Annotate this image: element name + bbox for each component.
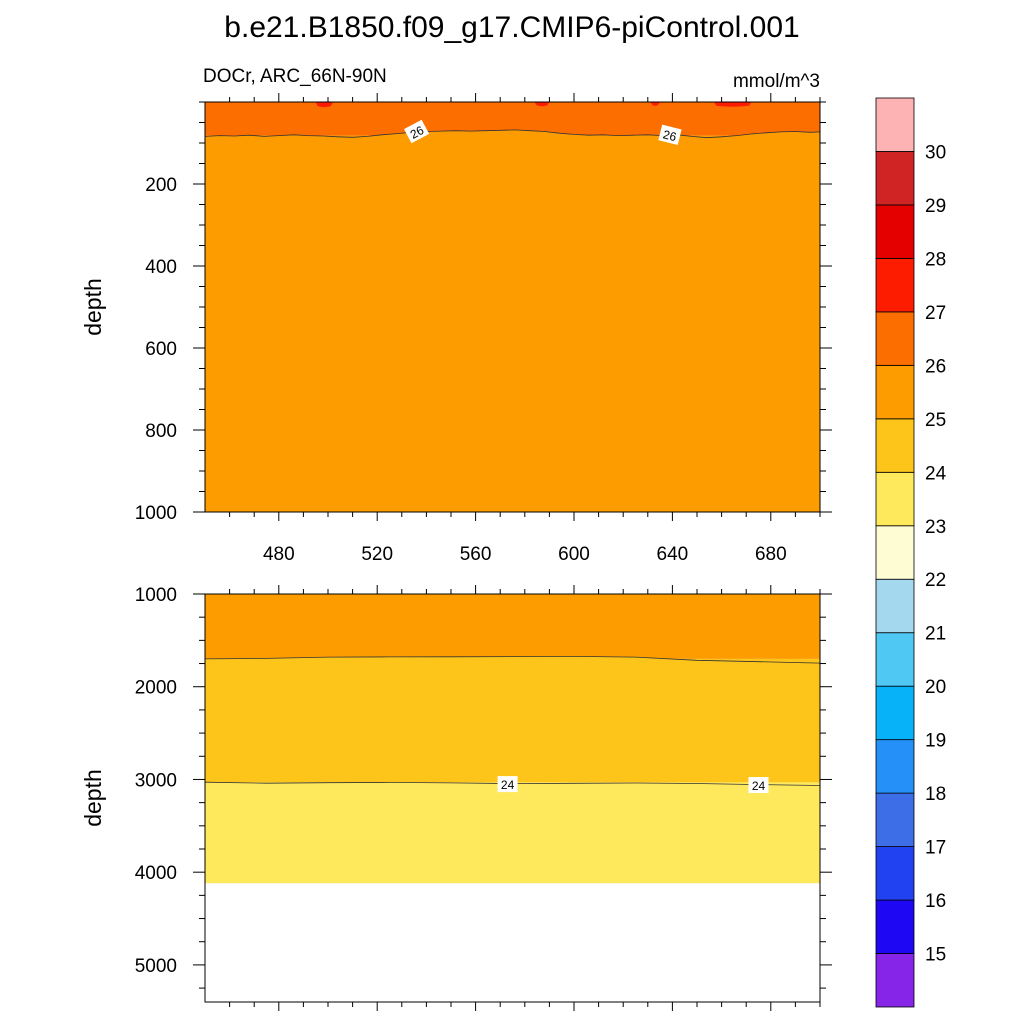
contour-label-text: 24 bbox=[501, 778, 515, 792]
y-tick-label: 3000 bbox=[135, 770, 177, 791]
contour-label-text: 24 bbox=[752, 779, 766, 793]
x-axis-ticks bbox=[229, 585, 821, 1011]
colorbar-swatch bbox=[875, 899, 915, 954]
missing-data-region bbox=[205, 883, 820, 1002]
colorbar-label: 20 bbox=[925, 677, 946, 698]
plot-frame bbox=[204, 593, 821, 1003]
colorbar-swatch bbox=[875, 846, 915, 901]
plot-area bbox=[205, 594, 820, 1002]
contour-line-25 bbox=[205, 656, 820, 664]
colorbar-label: 23 bbox=[925, 517, 946, 538]
y-tick-label: 1000 bbox=[135, 585, 177, 606]
x-axis-ticks: 480 520 560 600 640 680 bbox=[229, 93, 821, 565]
high-value-patch bbox=[315, 102, 333, 108]
high-value-patch bbox=[714, 102, 752, 107]
contour-label-box bbox=[403, 119, 430, 144]
colorbar-swatch bbox=[875, 739, 915, 794]
colorbar-label: 22 bbox=[925, 570, 946, 591]
colorbar-label: 16 bbox=[925, 891, 946, 912]
contour-label-box bbox=[748, 777, 769, 794]
y-axis-label: depth bbox=[80, 278, 106, 336]
colorbar-swatch bbox=[875, 204, 915, 259]
x-tick-label: 520 bbox=[361, 544, 393, 565]
lower-panel: 24 24 1000 2000 3000 4000 5000 depth bbox=[80, 585, 832, 1011]
colorbar-swatch bbox=[875, 97, 915, 152]
contour-label-text: 26 bbox=[662, 127, 679, 144]
plot-area bbox=[205, 102, 820, 512]
x-tick-label: 600 bbox=[558, 544, 590, 565]
colorbar-label: 15 bbox=[925, 945, 946, 966]
y-tick-label: 800 bbox=[145, 421, 177, 442]
x-tick-label: 560 bbox=[460, 544, 492, 565]
colorbar-swatch bbox=[875, 364, 915, 420]
colorbar-label: 19 bbox=[925, 731, 946, 752]
colorbar-label: 30 bbox=[925, 142, 946, 163]
contour-label: 24 bbox=[497, 776, 518, 793]
colorbar-swatch bbox=[875, 632, 915, 687]
colorbar-label: 24 bbox=[925, 463, 947, 484]
contour-label: 26 bbox=[403, 119, 430, 144]
contour-label-box bbox=[658, 124, 682, 145]
y-tick-label: 1000 bbox=[135, 503, 177, 524]
colorbar-swatch bbox=[875, 258, 915, 313]
y-tick-label: 5000 bbox=[135, 956, 177, 977]
fill-region-25-26 bbox=[205, 594, 820, 659]
x-tick-label: 640 bbox=[657, 544, 689, 565]
colorbar-label: 18 bbox=[925, 784, 946, 805]
contour-fill-26 bbox=[205, 129, 820, 512]
colorbar-swatch bbox=[875, 792, 915, 847]
colorbar-swatch bbox=[875, 578, 915, 634]
units-string: mmol/m^3 bbox=[733, 71, 820, 92]
y-tick-label: 4000 bbox=[135, 863, 177, 884]
y-tick-label: 200 bbox=[145, 175, 177, 196]
colorbar-label: 27 bbox=[925, 303, 946, 324]
colorbar-swatch bbox=[875, 471, 915, 527]
upper-panel: 26 26 480 520 560 600 640 680 200 400 600 800 1000 de… bbox=[80, 93, 832, 565]
y-axis-ticks: 200 400 600 800 1000 bbox=[135, 101, 832, 524]
colorbar-swatch bbox=[875, 525, 915, 580]
colorbar-label: 17 bbox=[925, 838, 946, 859]
high-value-patch bbox=[534, 102, 550, 107]
y-tick-label: 600 bbox=[145, 339, 177, 360]
contour-label: 26 bbox=[658, 124, 682, 145]
contour-line-26 bbox=[205, 129, 820, 139]
colorbar-swatch bbox=[875, 311, 915, 366]
contour-label: 24 bbox=[748, 777, 769, 794]
contour-fill-24 bbox=[205, 782, 820, 884]
colorbar-label: 21 bbox=[925, 624, 946, 645]
y-axis-label: depth bbox=[80, 769, 106, 827]
x-tick-label: 480 bbox=[263, 544, 295, 565]
y-tick-label: 2000 bbox=[135, 678, 177, 699]
colorbar-label: 26 bbox=[925, 356, 946, 377]
y-axis-ticks: 1000 2000 3000 4000 5000 bbox=[135, 585, 832, 989]
colorbar-swatch bbox=[875, 953, 915, 1008]
y-tick-label: 400 bbox=[145, 257, 177, 278]
contour-label-text: 26 bbox=[408, 123, 427, 142]
colorbar-swatch bbox=[875, 685, 915, 741]
x-tick-label: 680 bbox=[755, 544, 787, 565]
colorbar-label: 29 bbox=[925, 196, 946, 217]
left-string: DOCr, ARC_66N-90N bbox=[203, 66, 387, 87]
colorbar-label: 25 bbox=[925, 410, 946, 431]
colorbar: 15 16 17 18 19 20 21 22 23 24 25 26 27 28 29 30 bbox=[875, 97, 947, 1008]
chart-title: b.e21.B1850.f09_g17.CMIP6-piControl.001 bbox=[224, 11, 799, 44]
contour-label-box bbox=[497, 776, 518, 793]
colorbar-swatch bbox=[875, 418, 915, 473]
colorbar-swatch bbox=[875, 151, 915, 206]
contour-fill-25 bbox=[205, 656, 820, 783]
colorbar-label: 28 bbox=[925, 249, 946, 270]
high-value-patch bbox=[650, 102, 661, 106]
